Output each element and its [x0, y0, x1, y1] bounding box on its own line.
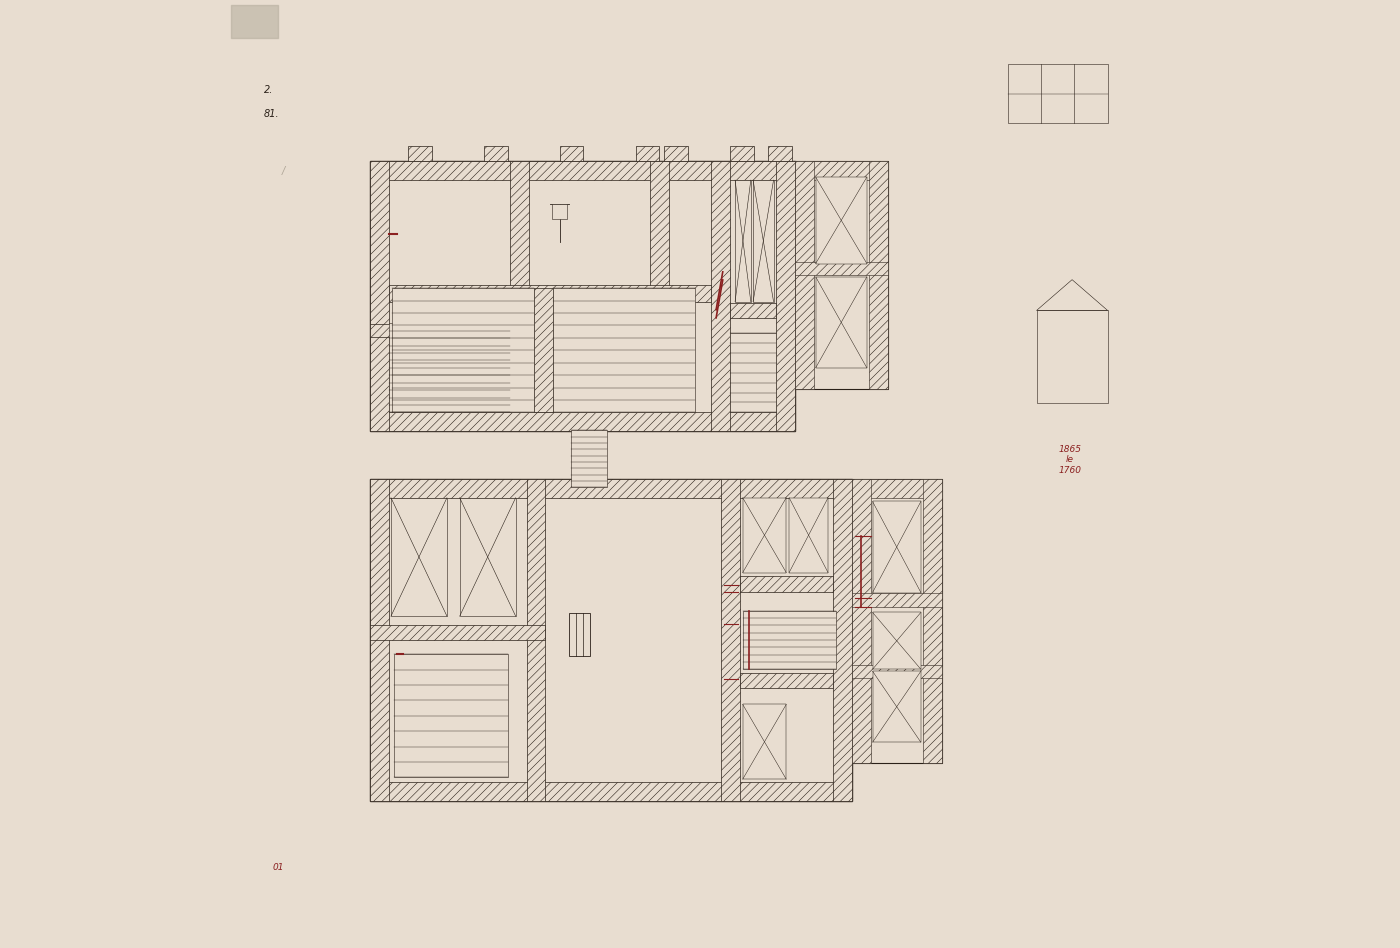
- Bar: [742, 498, 787, 573]
- Bar: [526, 479, 546, 801]
- Bar: [833, 479, 851, 801]
- Bar: [370, 479, 389, 801]
- Bar: [459, 498, 515, 616]
- Bar: [393, 654, 508, 777]
- Bar: [370, 412, 795, 431]
- Bar: [407, 146, 431, 161]
- Bar: [742, 704, 787, 779]
- Bar: [776, 161, 795, 431]
- Bar: [370, 161, 795, 431]
- Bar: [851, 593, 942, 607]
- Bar: [664, 146, 687, 161]
- Bar: [731, 146, 755, 161]
- Bar: [570, 613, 589, 656]
- Bar: [851, 479, 942, 763]
- Bar: [552, 204, 567, 218]
- Bar: [511, 161, 529, 301]
- Text: 2.: 2.: [265, 85, 273, 95]
- Bar: [1036, 311, 1107, 403]
- Bar: [795, 161, 888, 389]
- Bar: [484, 146, 508, 161]
- Bar: [851, 479, 871, 763]
- Bar: [739, 576, 833, 592]
- Bar: [795, 161, 888, 180]
- Bar: [370, 161, 389, 431]
- Bar: [391, 498, 447, 616]
- Text: 1865
le
1760: 1865 le 1760: [1058, 445, 1081, 475]
- Bar: [731, 302, 776, 318]
- Bar: [370, 625, 546, 640]
- Bar: [735, 180, 750, 301]
- Bar: [872, 501, 921, 592]
- Bar: [872, 671, 921, 742]
- Bar: [389, 284, 711, 301]
- Bar: [571, 430, 608, 487]
- Bar: [560, 146, 584, 161]
- Bar: [392, 288, 533, 412]
- Bar: [1008, 64, 1107, 123]
- Bar: [650, 161, 669, 301]
- Bar: [795, 262, 888, 275]
- Bar: [370, 161, 795, 180]
- Bar: [816, 177, 867, 264]
- Bar: [739, 673, 833, 688]
- Bar: [769, 146, 792, 161]
- Bar: [370, 479, 851, 801]
- Bar: [795, 161, 813, 389]
- Bar: [636, 146, 659, 161]
- Bar: [753, 180, 774, 301]
- Bar: [872, 612, 921, 669]
- Bar: [711, 161, 731, 431]
- Bar: [389, 323, 511, 412]
- Bar: [923, 479, 942, 763]
- Text: 01: 01: [273, 863, 284, 872]
- Text: /: /: [281, 166, 284, 175]
- Bar: [816, 277, 867, 368]
- Bar: [731, 333, 776, 412]
- Bar: [851, 479, 942, 498]
- Bar: [533, 288, 553, 412]
- Bar: [553, 288, 696, 412]
- Bar: [370, 782, 851, 801]
- Bar: [869, 161, 888, 389]
- Bar: [742, 611, 836, 669]
- Bar: [721, 479, 739, 801]
- Text: 81.: 81.: [265, 109, 280, 118]
- Bar: [790, 498, 827, 573]
- Bar: [851, 665, 942, 678]
- Bar: [370, 479, 851, 498]
- Bar: [370, 323, 529, 337]
